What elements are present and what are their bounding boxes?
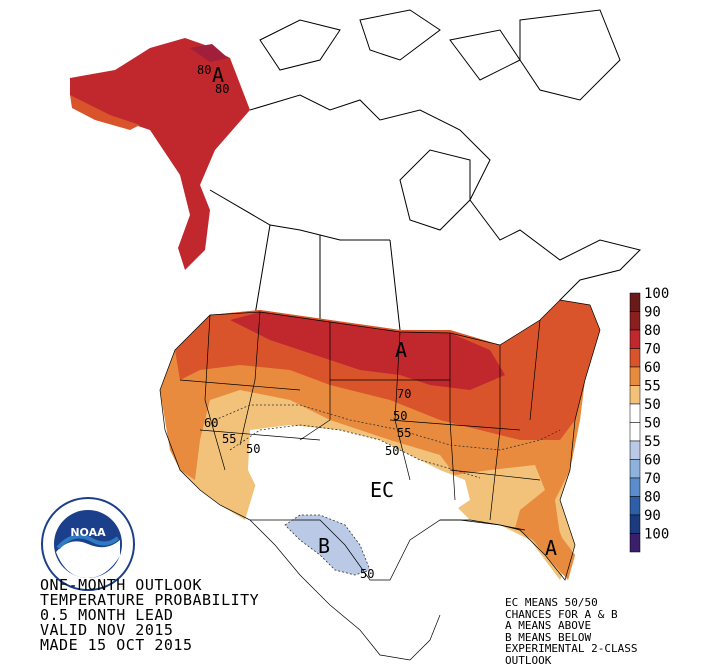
title-line-2: TEMPERATURE PROBABILITY [40, 591, 260, 609]
alaska-peninsula-shade [70, 95, 140, 130]
legend-label: 60 [644, 453, 661, 469]
alaska-90-shade [190, 44, 228, 62]
note-line-2: CHANCES FOR A & B [505, 607, 618, 621]
arctic-islands [259, 9, 621, 101]
legend-label: 70 [644, 342, 661, 358]
north-above-label: A [395, 338, 407, 362]
conus-region [160, 300, 600, 580]
equal-chances-label: EC [370, 478, 394, 502]
note-line-6: OUTLOOK [505, 653, 552, 667]
legend-label: 90 [644, 305, 661, 321]
contour-55-line [214, 404, 561, 451]
alaska-80-shade [70, 38, 250, 270]
noaa-logo-text: NOAA [70, 526, 106, 539]
alaska-above-label: A [212, 63, 224, 87]
below-label: B [318, 534, 330, 558]
contour-lines [214, 404, 561, 479]
below-55-shade [284, 514, 371, 576]
legend-swatch [629, 440, 641, 460]
legend-swatch [629, 533, 641, 553]
alaska-80-label-a: 80 [197, 63, 211, 77]
mexico-outline [249, 519, 441, 661]
contour-70-label: 70 [397, 387, 411, 401]
title-line-4: VALID NOV 2015 [40, 621, 174, 639]
legend: 100 90 80 70 60 55 50 50 55 60 70 80 90 100 [629, 286, 669, 553]
canada-coast [249, 94, 641, 321]
alaska-80-label-b: 80 [215, 82, 229, 96]
legend-swatch [629, 311, 641, 331]
legend-label: 100 [644, 527, 669, 543]
legend-label: 90 [644, 508, 661, 524]
contour-50-label-b: 50 [385, 444, 399, 458]
legend-label: 50 [644, 397, 661, 413]
conus-se-60-shade [520, 495, 575, 580]
legend-swatch [629, 514, 641, 534]
us-outline [159, 299, 601, 581]
contour-50-label-west: 50 [246, 442, 260, 456]
legend-swatch [629, 403, 641, 423]
legend-swatch [629, 422, 641, 442]
legend-label: 100 [644, 286, 669, 302]
continent-outline [209, 9, 641, 331]
note-line-4: B MEANS BELOW [505, 630, 592, 644]
legend-label: 80 [644, 490, 661, 506]
contour-60-label: 60 [204, 416, 218, 430]
contour-55-label-west: 55 [222, 432, 236, 446]
legend-label: 50 [644, 416, 661, 432]
legend-notes: EC MEANS 50/50 CHANCES FOR A & B A MEANS… [505, 597, 637, 666]
note-line-5: EXPERIMENTAL 2-CLASS [505, 642, 638, 655]
southeast-above-label: A [545, 536, 557, 560]
province-lines [209, 189, 401, 331]
legend-swatch [629, 366, 641, 386]
contour-50-label-south: 50 [360, 567, 374, 581]
title-line-1: ONE-MONTH OUTLOOK [40, 576, 203, 594]
legend-swatch [629, 459, 641, 479]
ec-white-zone [248, 425, 470, 510]
legend-label: 55 [644, 379, 661, 395]
hudson-bay [399, 149, 471, 231]
title-line-3: 0.5 MONTH LEAD [40, 606, 174, 624]
gulf-coast [440, 519, 526, 531]
legend-swatch [629, 496, 641, 516]
map-labels: 80 A 80 A 70 50 55 50 60 55 50 EC B 50 A [197, 63, 557, 581]
legend-swatch [629, 329, 641, 349]
contour-55-label: 55 [397, 426, 411, 440]
title-block: ONE-MONTH OUTLOOK TEMPERATURE PROBABILIT… [40, 578, 259, 653]
note-line-3: A MEANS ABOVE [505, 619, 592, 632]
legend-swatch [629, 385, 641, 405]
legend-label: 60 [644, 360, 661, 376]
legend-labels: 100 90 80 70 60 55 50 50 55 60 70 80 90 100 [644, 286, 669, 543]
title-line-5: MADE 15 OCT 2015 [40, 636, 193, 654]
conus-80-shade [230, 312, 505, 390]
legend-label: 70 [644, 471, 661, 487]
state-lines [179, 311, 541, 521]
legend-swatch [629, 348, 641, 368]
legend-swatch [629, 292, 641, 312]
contour-50-label-a: 50 [393, 409, 407, 423]
note-line-1: EC MEANS 50/50 [505, 596, 598, 609]
legend-swatches [629, 292, 641, 553]
legend-swatch [629, 477, 641, 497]
legend-label: 55 [644, 434, 661, 450]
alaska-region [70, 38, 250, 270]
us-state-outlines [159, 299, 601, 661]
noaa-logo: NOAA [41, 497, 135, 591]
legend-label: 80 [644, 323, 661, 339]
contour-50-line [229, 424, 481, 479]
